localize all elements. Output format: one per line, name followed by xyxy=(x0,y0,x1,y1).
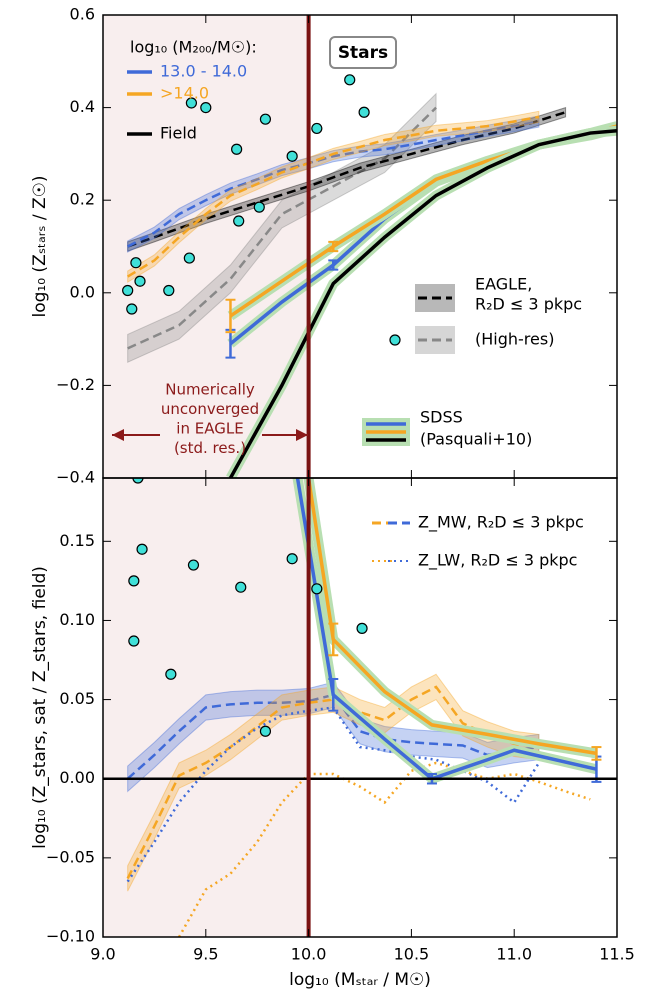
y-tick-label: 0.15 xyxy=(59,531,95,550)
scatter-point xyxy=(128,635,140,647)
scatter-point xyxy=(136,543,148,555)
y-tick-label: 0.2 xyxy=(70,190,95,209)
legend-label: R₂D ≤ 3 pkpc xyxy=(475,295,582,314)
series-line xyxy=(127,111,566,248)
scatter-point xyxy=(134,275,146,287)
x-tick-label: 10.5 xyxy=(394,945,430,964)
y-tick-label: 0.0 xyxy=(70,282,95,301)
error-bar xyxy=(328,622,339,657)
x-tick-label: 10.0 xyxy=(291,945,327,964)
x-axis-label: log₁₀ (Mₛₜₐᵣ / M☉) xyxy=(289,970,431,990)
band xyxy=(127,110,540,284)
bottom-panel xyxy=(103,478,617,937)
y-tick-label: 0.4 xyxy=(70,97,95,116)
scatter-point xyxy=(200,101,212,114)
scatter-point xyxy=(126,303,138,315)
x-tick-label: 11.0 xyxy=(496,945,532,964)
scatter-point xyxy=(185,97,198,109)
scatter-point xyxy=(286,553,298,565)
series-line xyxy=(126,685,540,880)
band xyxy=(127,106,567,252)
x-tick-label: 9.0 xyxy=(90,945,115,964)
y-tick-label: −0.10 xyxy=(46,927,95,946)
y-tick-label: 0.6 xyxy=(70,5,95,24)
scatter-point xyxy=(231,143,243,155)
y-axis-label: log₁₀ (Z_stars, sat / Z_stars, field) xyxy=(30,566,50,849)
scatter-point xyxy=(286,150,298,162)
scatter-point xyxy=(311,583,323,595)
panel-frame xyxy=(102,477,618,938)
scatter-point xyxy=(165,668,177,680)
legend-label: (Pasquali+10) xyxy=(420,430,532,449)
legend-label: Z_LW, R₂D ≤ 3 pkpc xyxy=(418,551,577,571)
legend-label: EAGLE, xyxy=(475,275,532,294)
error-bar xyxy=(328,259,339,271)
scatter-point xyxy=(356,622,368,634)
panel-label: Stars xyxy=(338,43,388,63)
scatter-point xyxy=(235,581,247,593)
annotation: unconverged xyxy=(161,400,259,418)
legend-title: log₁₀ (M₂₀₀/M☉): xyxy=(130,38,257,57)
annotation: Numerically xyxy=(165,381,255,399)
scatter-point xyxy=(311,122,323,135)
series-line xyxy=(127,120,540,248)
legend-label: 13.0 - 14.0 xyxy=(160,62,247,81)
scatter-point xyxy=(259,113,272,125)
scatter-point xyxy=(122,284,134,297)
legend-label: Z_MW, R₂D ≤ 3 pkpc xyxy=(418,513,584,533)
scatter-point xyxy=(132,478,144,484)
scatter-point xyxy=(344,74,356,86)
series-line xyxy=(127,115,540,278)
overlay: −0.4 −0.2 0.0 0.2 0.4 0.6 log₁₀ (Zₛₜₐᵣₛ / Z☉) −… xyxy=(30,5,635,991)
scatter-point xyxy=(253,201,265,213)
scatter-point xyxy=(233,215,245,227)
annotation: in EAGLE xyxy=(176,420,243,438)
error-bar xyxy=(328,240,339,253)
error-bar xyxy=(328,678,339,712)
legend-marker xyxy=(389,334,401,346)
y-tick-label: 0.10 xyxy=(59,610,95,629)
y-axis-label: log₁₀ (Zₛₜₐᵣₛ / Z☉) xyxy=(30,175,50,317)
series-line xyxy=(126,693,540,780)
x-tick-label: 11.5 xyxy=(599,945,635,964)
legend-label: Field xyxy=(160,124,197,143)
legend-label: >14.0 xyxy=(160,84,209,103)
series-line xyxy=(228,129,617,478)
arrow-head xyxy=(112,429,124,441)
label-box xyxy=(329,36,397,69)
scatter-point xyxy=(259,725,272,737)
legend-label: SDSS xyxy=(420,408,463,427)
y-tick-label: 0.05 xyxy=(59,689,95,708)
top-panel xyxy=(103,15,617,478)
scatter-point xyxy=(187,559,200,571)
x-tick-label: 9.5 xyxy=(193,945,218,964)
series-line xyxy=(177,761,591,937)
annotation: (std. res.) xyxy=(174,439,246,457)
band xyxy=(127,92,437,364)
y-tick-label: −0.4 xyxy=(56,468,95,487)
scatter-point xyxy=(163,284,175,297)
scatter-point xyxy=(128,575,140,587)
scatter-point xyxy=(130,257,142,269)
arrow-head xyxy=(296,429,308,441)
series-line xyxy=(127,106,437,350)
y-tick-label: −0.05 xyxy=(46,847,95,866)
legend-label: (High-res) xyxy=(475,330,554,349)
scatter-point xyxy=(183,252,195,264)
scatter-point xyxy=(358,106,370,118)
y-tick-label: −0.2 xyxy=(56,375,95,394)
y-tick-label: 0.00 xyxy=(59,768,95,787)
error-bar xyxy=(591,746,602,761)
error-bar xyxy=(225,298,236,334)
